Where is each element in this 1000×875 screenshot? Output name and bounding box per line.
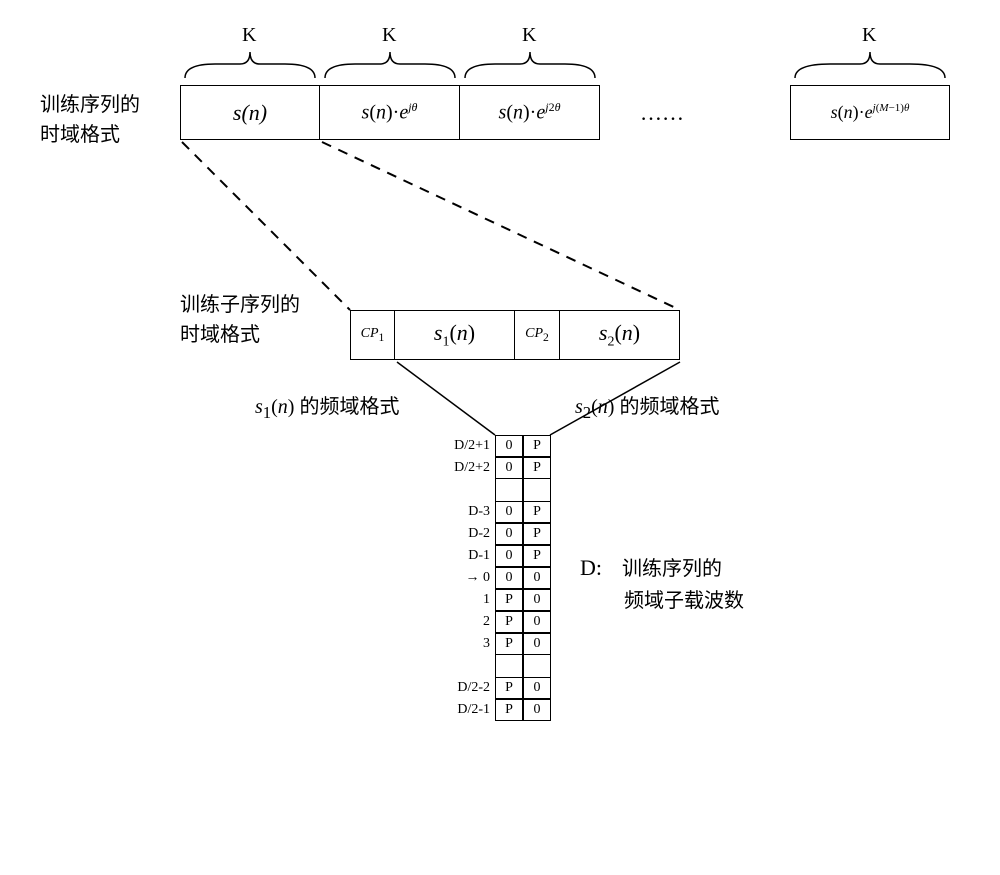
brace-2 [320,50,460,80]
grid-row-label: 3 [375,633,496,655]
top-cell-2-text: s(n)·ej2θ [499,100,561,125]
grid-cell-c1: 0 [495,545,523,567]
grid-cell-c1: 0 [495,567,523,589]
grid-row-label: D/2+1 [375,435,496,457]
top-row-label-line1: 训练序列的 [40,90,140,120]
grid-row-label: D-3 [375,501,496,523]
sub-row-label: 训练子序列的 时域格式 [180,290,300,350]
grid-row-label: 1 [375,589,496,611]
sub-cell-2: CP2 [515,310,560,360]
freq-label-s1: s1(n) 的频域格式 [255,390,399,423]
grid-cell-c2: 0 [523,677,551,699]
grid-row-label [375,655,496,677]
d-annotation: D: 训练序列的 频域子载波数 [580,550,744,617]
grid-row-label: D/2-1 [375,699,496,721]
grid-row-label: D-2 [375,523,496,545]
grid-cell-c2 [523,479,551,501]
line-s1-to-grid [395,360,515,440]
top-cell-1: s(n)·ejθ [320,85,460,140]
d-title: D: [580,555,602,580]
grid-cell-c1: P [495,699,523,721]
grid-cell-c2 [523,655,551,677]
grid-cell-c1: P [495,677,523,699]
grid-cell-c1: 0 [495,435,523,457]
sub-cell-2-text: CP2 [525,326,549,344]
grid-cell-c2: P [523,523,551,545]
top-cell-2: s(n)·ej2θ [460,85,600,140]
sub-cell-3: s2(n) [560,310,680,360]
grid-cell-c2: P [523,435,551,457]
brace-1 [180,50,320,80]
sub-cell-3-text: s2(n) [599,320,640,350]
grid-cell-c1 [495,479,523,501]
grid-row-label [375,479,496,501]
grid-cell-c2: 0 [523,633,551,655]
sub-row-label-line2: 时域格式 [180,320,300,350]
grid-cell-c1 [495,655,523,677]
top-cell-last: s(n)·ej(M−1)θ [790,85,950,140]
grid-cell-c2: 0 [523,589,551,611]
grid-row-label: 2 [375,611,496,633]
grid-cell-c1: 0 [495,523,523,545]
diagram-root: K K K K 训练序列的 时域格式 s(n) s(n)·ejθ s(n)·ej… [20,20,980,855]
sub-cell-0: CP1 [350,310,395,360]
k-label-4: K [862,24,876,47]
grid-cell-c1: P [495,589,523,611]
grid-row-label: D/2+2 [375,457,496,479]
sub-row-label-line1: 训练子序列的 [180,290,300,320]
brace-3 [460,50,600,80]
top-cell-0: s(n) [180,85,320,140]
grid-cell-c2: P [523,545,551,567]
brace-4 [790,50,950,80]
sub-cell-1-text: s1(n) [434,320,475,350]
grid-cell-c2: P [523,501,551,523]
sub-cell-1: s1(n) [395,310,515,360]
top-ellipsis: …… [640,100,684,126]
d-line2: 频域子载波数 [624,590,744,612]
line-s2-to-grid [515,360,685,440]
grid-cell-c1: 0 [495,501,523,523]
top-cell-last-text: s(n)·ej(M−1)θ [831,102,910,123]
top-row-label: 训练序列的 时域格式 [40,90,140,150]
sub-cell-0-text: CP1 [361,326,385,344]
dashed-right [320,140,720,315]
grid-cell-c2: 0 [523,699,551,721]
grid-cell-c2: P [523,457,551,479]
top-cell-1-text: s(n)·ejθ [362,100,418,125]
k-label-1: K [242,24,256,47]
top-row-label-line2: 时域格式 [40,120,140,150]
grid-cell-c1: P [495,633,523,655]
k-label-2: K [382,24,396,47]
grid-cell-c1: P [495,611,523,633]
d-line1: 训练序列的 [622,558,722,580]
grid-cell-c1: 0 [495,457,523,479]
grid-row-label: D-1 [375,545,496,567]
grid-cell-c2: 0 [523,567,551,589]
top-cell-0-text: s(n) [233,100,267,126]
grid-row-label: → 0 [375,567,496,589]
grid-cell-c2: 0 [523,611,551,633]
grid-row-label: D/2-2 [375,677,496,699]
k-label-3: K [522,24,536,47]
